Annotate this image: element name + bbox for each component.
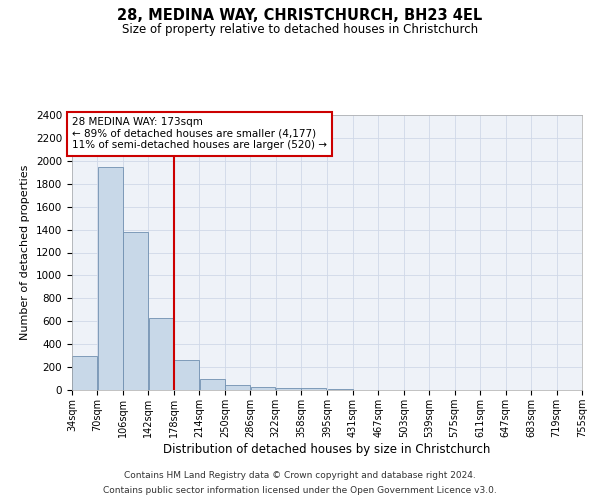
- Bar: [72, 356, 97, 390]
- Bar: [200, 378, 224, 390]
- Bar: [123, 232, 148, 390]
- Bar: [149, 318, 173, 390]
- Bar: [301, 388, 326, 390]
- Text: Size of property relative to detached houses in Christchurch: Size of property relative to detached ho…: [122, 22, 478, 36]
- Bar: [98, 166, 122, 390]
- Bar: [225, 385, 250, 390]
- Text: Contains public sector information licensed under the Open Government Licence v3: Contains public sector information licen…: [103, 486, 497, 495]
- Bar: [174, 360, 199, 390]
- Text: Distribution of detached houses by size in Christchurch: Distribution of detached houses by size …: [163, 442, 491, 456]
- Bar: [276, 388, 301, 390]
- Y-axis label: Number of detached properties: Number of detached properties: [20, 165, 31, 340]
- Text: 28, MEDINA WAY, CHRISTCHURCH, BH23 4EL: 28, MEDINA WAY, CHRISTCHURCH, BH23 4EL: [118, 8, 482, 22]
- Text: Contains HM Land Registry data © Crown copyright and database right 2024.: Contains HM Land Registry data © Crown c…: [124, 471, 476, 480]
- Bar: [251, 387, 275, 390]
- Text: 28 MEDINA WAY: 173sqm
← 89% of detached houses are smaller (4,177)
11% of semi-d: 28 MEDINA WAY: 173sqm ← 89% of detached …: [72, 118, 327, 150]
